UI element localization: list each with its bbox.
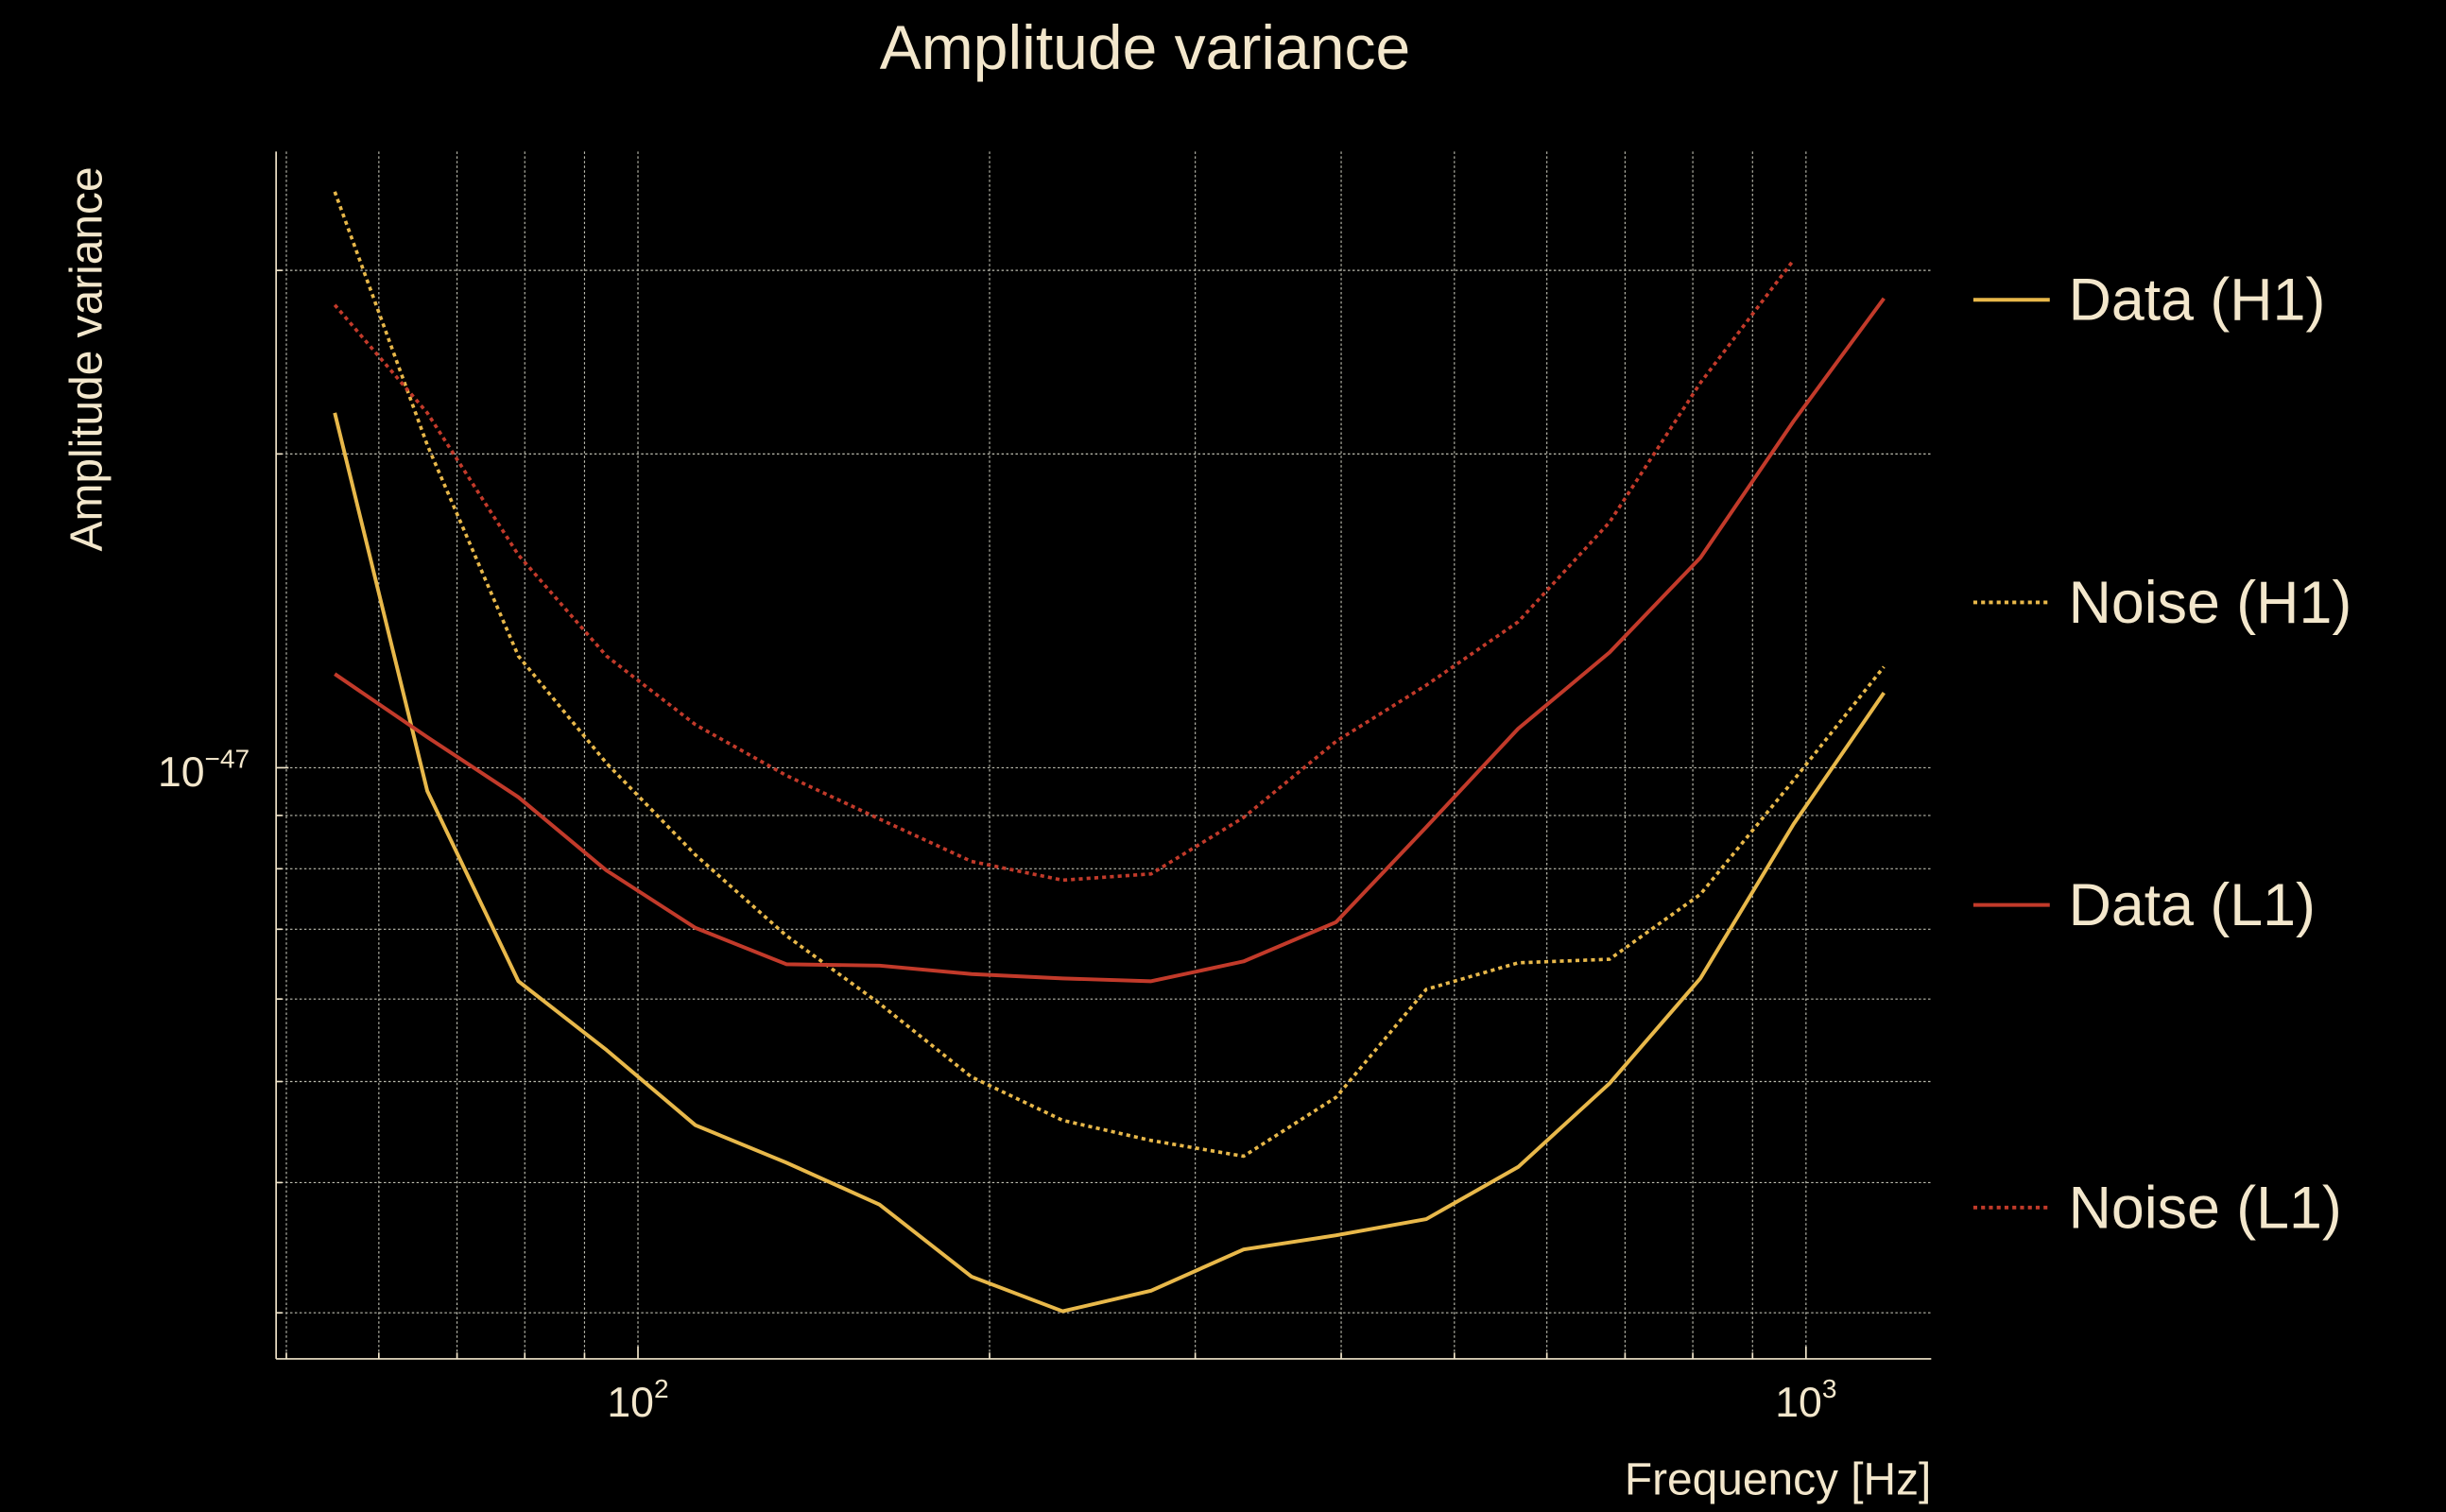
series-line-noise-h1 [333,191,1886,1159]
legend: Data (H1) Noise (H1) Data (L1) Noise (L1) [1972,267,2352,1241]
series-lines [333,191,1886,1314]
axes [275,151,1932,1360]
legend-label: Data (H1) [2069,267,2326,334]
legend-label: Noise (L1) [2069,1175,2342,1241]
y-tick-label: 10−47 [158,744,250,796]
x-tick-label: 103 [1775,1374,1836,1426]
tick-labels: 102 103 10−47 [158,744,1836,1426]
series-line-data-l1 [334,297,1886,984]
x-axis-label: Frequency [Hz] [1625,1455,1931,1505]
grid [276,151,1932,1359]
legend-label: Noise (H1) [2069,570,2352,636]
chart-title: Amplitude variance [880,12,1410,82]
series-line-noise-l1 [333,259,1796,883]
legend-label: Data (L1) [2069,872,2316,938]
y-axis-label: Amplitude variance [61,166,112,551]
series-line-data-h1 [333,412,1886,1314]
x-tick-label: 102 [607,1374,668,1426]
